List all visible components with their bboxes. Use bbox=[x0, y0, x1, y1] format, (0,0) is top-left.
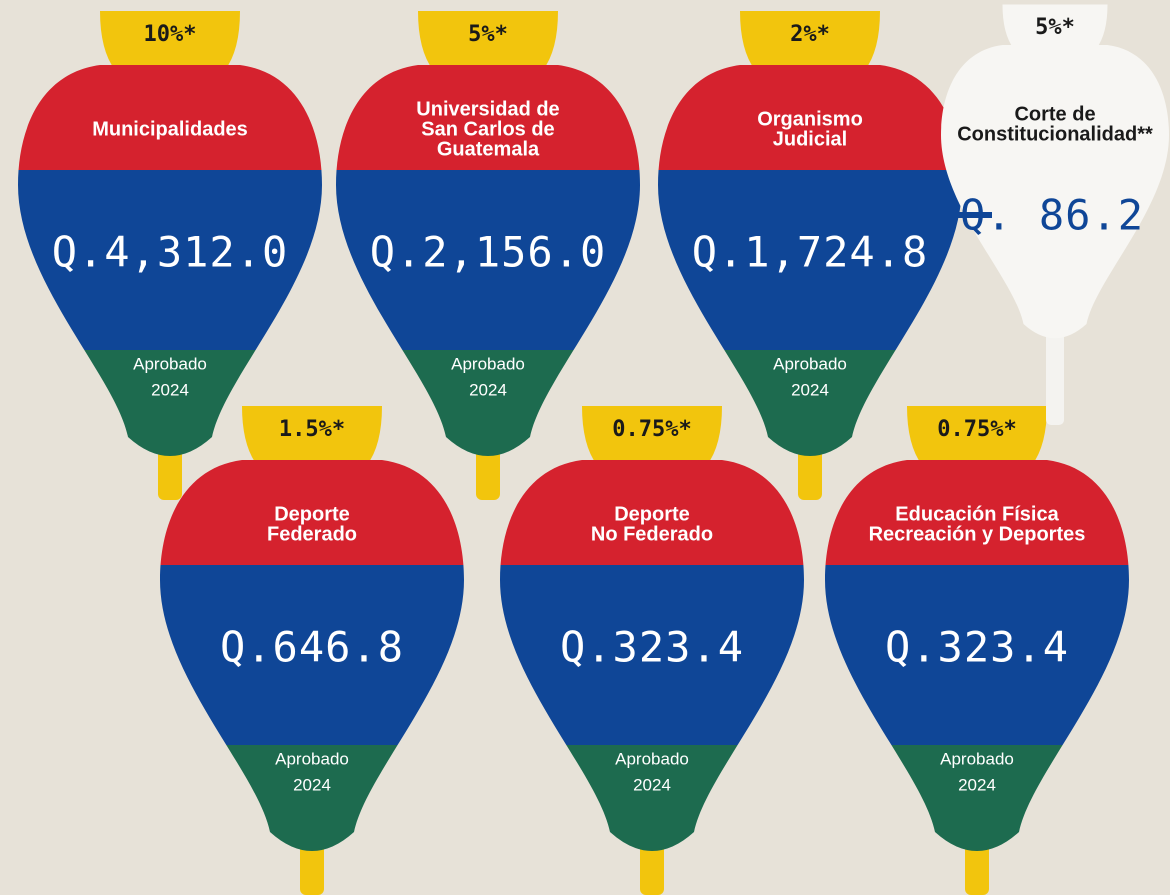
amount: Q.4,312.0 bbox=[52, 228, 289, 277]
handle bbox=[242, 406, 382, 465]
amount: Q.646.8 bbox=[220, 623, 404, 672]
blue-band bbox=[658, 170, 962, 350]
tip bbox=[798, 445, 822, 500]
percent: 2%* bbox=[790, 22, 830, 47]
red-band bbox=[500, 460, 804, 565]
name: Educación Física bbox=[895, 503, 1059, 525]
tip bbox=[965, 840, 989, 895]
blue-band bbox=[18, 170, 322, 350]
percent: 0.75%* bbox=[937, 417, 1016, 442]
status: Aprobado bbox=[615, 749, 689, 768]
status: 2024 bbox=[293, 775, 331, 794]
name: Judicial bbox=[773, 128, 847, 150]
red-band bbox=[18, 65, 322, 170]
name: San Carlos de bbox=[421, 118, 554, 140]
status: Aprobado bbox=[275, 749, 349, 768]
name: No Federado bbox=[591, 523, 713, 545]
red-band bbox=[825, 460, 1129, 565]
body bbox=[941, 45, 1169, 339]
handle bbox=[740, 11, 880, 70]
body bbox=[500, 460, 804, 851]
status: 2024 bbox=[469, 380, 507, 399]
name: Universidad de bbox=[416, 98, 559, 120]
tip bbox=[300, 840, 324, 895]
status: 2024 bbox=[958, 775, 996, 794]
percent: 5%* bbox=[1035, 15, 1075, 40]
handle bbox=[1002, 4, 1108, 49]
red-band bbox=[658, 65, 962, 170]
percent: 5%* bbox=[468, 22, 508, 47]
name: Deporte bbox=[274, 503, 350, 525]
tip bbox=[476, 445, 500, 500]
tip bbox=[1046, 330, 1064, 425]
red-band bbox=[336, 65, 640, 170]
handle bbox=[418, 11, 558, 70]
name: Recreación y Deportes bbox=[869, 523, 1086, 545]
blue-band bbox=[336, 170, 640, 350]
handle bbox=[582, 406, 722, 465]
status: 2024 bbox=[791, 380, 829, 399]
name: Organismo bbox=[757, 108, 863, 130]
amount: Q.323.4 bbox=[560, 623, 744, 672]
blue-band bbox=[825, 565, 1129, 745]
blue-band bbox=[500, 565, 804, 745]
percent: 10%* bbox=[144, 22, 197, 47]
status: Aprobado bbox=[451, 354, 525, 373]
name: Constitucionalidad** bbox=[957, 123, 1153, 145]
name: Corte de bbox=[1014, 103, 1095, 125]
tip bbox=[158, 445, 182, 500]
amount: Q. 86.2 bbox=[960, 191, 1144, 240]
status: Aprobado bbox=[773, 354, 847, 373]
body bbox=[160, 460, 464, 851]
status: 2024 bbox=[151, 380, 189, 399]
status: 2024 bbox=[633, 775, 671, 794]
handle bbox=[907, 406, 1047, 465]
red-band bbox=[160, 460, 464, 565]
percent: 0.75%* bbox=[612, 417, 691, 442]
name: Guatemala bbox=[437, 138, 540, 160]
amount: Q.2,156.0 bbox=[370, 228, 607, 277]
name: Federado bbox=[267, 523, 357, 545]
name: Deporte bbox=[614, 503, 690, 525]
tip bbox=[640, 840, 664, 895]
status: Aprobado bbox=[133, 354, 207, 373]
handle bbox=[100, 11, 240, 70]
name: Municipalidades bbox=[92, 118, 248, 140]
percent: 1.5%* bbox=[279, 417, 345, 442]
blue-band bbox=[160, 565, 464, 745]
amount: Q.1,724.8 bbox=[692, 228, 929, 277]
amount: Q.323.4 bbox=[885, 623, 1069, 672]
status: Aprobado bbox=[940, 749, 1014, 768]
